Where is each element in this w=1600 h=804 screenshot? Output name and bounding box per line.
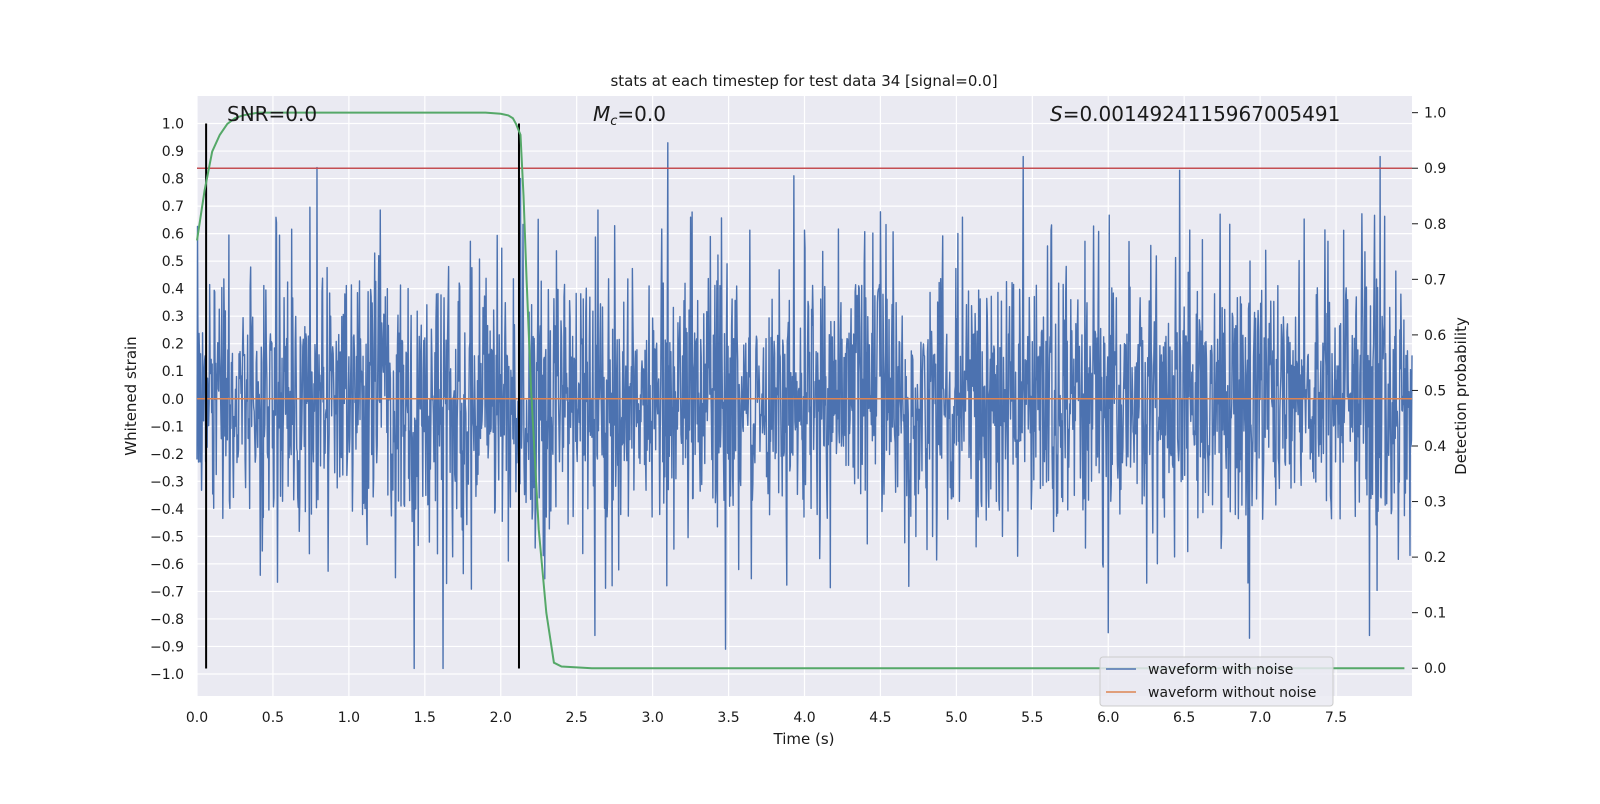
legend-box [1099, 656, 1334, 707]
y-tick-label: −1.0 [150, 667, 184, 683]
mc-subscript: c [610, 114, 617, 129]
y2-tick-label: 0.2 [1424, 550, 1446, 566]
x-tick-label: 3.5 [717, 710, 739, 726]
x-tick-label: 4.5 [869, 710, 891, 726]
y2-tick-label: 0.9 [1424, 161, 1446, 177]
x-tick-label: 0.5 [262, 710, 284, 726]
s-symbol: S [1050, 102, 1063, 126]
y-tick-label: −0.7 [150, 584, 184, 600]
legend: waveform with noise waveform without noi… [1099, 656, 1334, 707]
y-tick-label: 0.9 [162, 144, 184, 160]
detection-probability-line [196, 111, 1405, 670]
y-tick-label: −0.6 [150, 557, 184, 573]
x-tick-label: 6.5 [1173, 710, 1195, 726]
y2-tick-label: 0.6 [1424, 328, 1446, 344]
x-tick-label: 1.5 [414, 710, 436, 726]
x-tick-label: 6.0 [1097, 710, 1119, 726]
y-tick-label: 0.3 [162, 309, 184, 325]
y-tick-label: 0.0 [162, 392, 184, 408]
y-tick-label: 0.4 [162, 282, 184, 298]
legend-label-clean: waveform without noise [1148, 685, 1316, 701]
x-axis-label: Time (s) [773, 730, 835, 748]
y-tick-label: 0.1 [162, 364, 184, 380]
s-value: =0.0014924115967005491 [1063, 102, 1341, 126]
y2-tick-label: 1.0 [1424, 106, 1446, 122]
y2-tick-label: 0.5 [1424, 383, 1446, 399]
y-axis-label: Whitened strain [122, 336, 140, 455]
y-tick-label: −0.8 [150, 612, 184, 628]
y2-axis-label: Detection probability [1452, 317, 1470, 475]
y-tick-label: 1.0 [162, 117, 184, 133]
snr-annotation: SNR=0.0 [227, 102, 317, 126]
mc-symbol: M [593, 102, 610, 126]
x-tick-label: 1.0 [338, 710, 360, 726]
x-tick-label: 2.0 [490, 710, 512, 726]
noise-waveform-line [196, 142, 1413, 670]
y2-tick-label: 0.8 [1424, 217, 1446, 233]
y-tick-label: −0.2 [150, 447, 184, 463]
x-tick-label: 5.0 [945, 710, 967, 726]
y2-tick-label: 0.4 [1424, 439, 1446, 455]
noise-series [196, 142, 1413, 670]
y-tick-label: −0.9 [150, 639, 184, 655]
chart-title: stats at each timestep for test data 34 … [610, 72, 997, 90]
x-tick-label: 3.0 [641, 710, 663, 726]
mc-value: =0.0 [617, 102, 666, 126]
y2-tick-label: 0.7 [1424, 272, 1446, 288]
x-tick-label: 2.5 [566, 710, 588, 726]
y-tick-label: 0.7 [162, 199, 184, 215]
y-tick-label: −0.4 [150, 502, 184, 518]
y-tick-label: −0.3 [150, 474, 184, 490]
overlay-lines [196, 111, 1412, 670]
legend-label-noise: waveform with noise [1148, 662, 1293, 678]
x-tick-label: 7.0 [1249, 710, 1271, 726]
y2-tick-label: 0.0 [1424, 661, 1446, 677]
y-tick-label: 0.5 [162, 254, 184, 270]
y-tick-label: 0.6 [162, 227, 184, 243]
y2-tick-label: 0.1 [1424, 606, 1446, 622]
y-tick-label: 0.8 [162, 172, 184, 188]
y-tick-label: 0.2 [162, 337, 184, 353]
mc-annotation: Mc=0.0 [593, 102, 666, 129]
x-tick-label: 5.5 [1021, 710, 1043, 726]
s-annotation: S=0.0014924115967005491 [1050, 102, 1340, 126]
x-tick-label: 0.0 [186, 710, 208, 726]
x-tick-label: 7.5 [1325, 710, 1347, 726]
y2-tick-label: 0.3 [1424, 495, 1446, 511]
y-tick-label: −0.1 [150, 419, 184, 435]
y-tick-label: −0.5 [150, 529, 184, 545]
x-tick-label: 4.0 [793, 710, 815, 726]
tick-labels: 0.0 0.5 1.0 1.5 2.0 2.5 3.0 3.5 4.0 4.5 5.0 5.5 6.0 6… [150, 106, 1446, 726]
